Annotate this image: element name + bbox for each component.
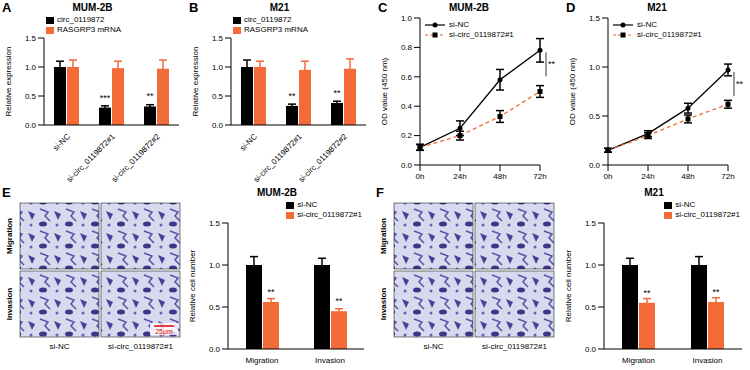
svg-text:si-circ_0119872#2: si-circ_0119872#2 xyxy=(297,132,350,185)
html-text:circ_0119872: circ_0119872 xyxy=(57,15,105,24)
svg-text:Invasion: Invasion xyxy=(379,288,388,321)
svg-text:1.0: 1.0 xyxy=(589,63,601,72)
svg-text:**: ** xyxy=(548,59,556,69)
svg-text:**: ** xyxy=(712,287,720,297)
html-text:D: D xyxy=(566,0,576,15)
svg-text:1.5: 1.5 xyxy=(212,34,224,43)
svg-text:1.0: 1.0 xyxy=(209,261,221,270)
svg-text:**: ** xyxy=(335,296,343,306)
svg-text:si-circ_0119872#1: si-circ_0119872#1 xyxy=(108,342,173,351)
svg-text:0.0: 0.0 xyxy=(25,121,37,130)
html-text:RASGRP3 mRNA: RASGRP3 mRNA xyxy=(244,25,308,34)
svg-text:1.0: 1.0 xyxy=(585,261,597,270)
html-text:MUM-2B: MUM-2B xyxy=(72,2,113,13)
svg-text:1.5: 1.5 xyxy=(209,219,221,228)
svg-text:**: ** xyxy=(333,88,341,98)
svg-text:**: ** xyxy=(736,79,744,89)
svg-text:si-NC: si-NC xyxy=(238,132,259,153)
svg-text:1.0: 1.0 xyxy=(25,63,37,72)
svg-text:0.5: 0.5 xyxy=(209,303,221,312)
svg-text:si-circ_0119872#1: si-circ_0119872#1 xyxy=(252,132,305,185)
svg-text:0.4: 0.4 xyxy=(401,102,413,111)
svg-text:si-circ_0119872#2: si-circ_0119872#2 xyxy=(110,132,163,185)
svg-text:**: ** xyxy=(267,287,275,297)
html-text:C: C xyxy=(378,0,388,15)
svg-text:Migration: Migration xyxy=(246,356,279,365)
svg-text:1.0: 1.0 xyxy=(212,63,224,72)
svg-text:si-NC: si-NC xyxy=(50,342,70,351)
svg-text:0.5: 0.5 xyxy=(589,112,601,121)
svg-text:0.5: 0.5 xyxy=(585,303,597,312)
svg-text:F: F xyxy=(376,185,384,200)
html-text:A: A xyxy=(2,0,12,15)
svg-text:0h: 0h xyxy=(416,172,425,181)
svg-text:si-NC: si-NC xyxy=(51,132,72,153)
svg-text:0.5: 0.5 xyxy=(212,92,224,101)
svg-text:Relative cell number: Relative cell number xyxy=(188,249,197,322)
svg-text:Migration: Migration xyxy=(5,218,14,254)
html-text:si-NC: si-NC xyxy=(637,20,657,29)
svg-text:0.5: 0.5 xyxy=(25,92,37,101)
svg-text:0.0: 0.0 xyxy=(585,345,597,354)
html-text:si-circ_0119872#1: si-circ_0119872#1 xyxy=(675,210,740,219)
html-text:si-NC: si-NC xyxy=(675,200,696,209)
svg-text:1.0: 1.0 xyxy=(401,14,413,23)
svg-text:Invasion: Invasion xyxy=(315,356,345,365)
svg-text:**: ** xyxy=(288,91,296,101)
svg-text:48h: 48h xyxy=(681,172,694,181)
svg-text:24h: 24h xyxy=(453,172,466,181)
svg-text:OD value (450 nm): OD value (450 nm) xyxy=(380,57,389,125)
html-text:circ_0119872: circ_0119872 xyxy=(244,15,292,24)
svg-text:Migration: Migration xyxy=(622,356,655,365)
html-text:RASGRP3 mRNA: RASGRP3 mRNA xyxy=(57,25,121,34)
svg-text:si-circ_0119872#1: si-circ_0119872#1 xyxy=(65,132,118,185)
svg-text:0.8: 0.8 xyxy=(401,43,413,52)
html-text:MUM-2B: MUM-2B xyxy=(449,2,489,13)
svg-text:25μm: 25μm xyxy=(155,328,173,336)
svg-text:Relative expression: Relative expression xyxy=(191,47,200,117)
html-text:si-NC: si-NC xyxy=(297,200,318,209)
svg-text:Relative cell number: Relative cell number xyxy=(564,249,573,322)
svg-text:48h: 48h xyxy=(493,172,506,181)
svg-text:24h: 24h xyxy=(641,172,654,181)
html-text:B: B xyxy=(189,0,199,15)
svg-text:72h: 72h xyxy=(533,172,546,181)
svg-text:0.0: 0.0 xyxy=(589,161,601,170)
html-text:si-circ_0119872#1: si-circ_0119872#1 xyxy=(449,30,514,39)
html-text:MUM-2B: MUM-2B xyxy=(257,187,297,198)
svg-text:**: ** xyxy=(643,288,651,298)
svg-text:**: ** xyxy=(146,91,154,101)
svg-text:si-circ_0119872#1: si-circ_0119872#1 xyxy=(482,342,547,351)
svg-text:0h: 0h xyxy=(604,172,613,181)
svg-text:0.0: 0.0 xyxy=(212,121,224,130)
svg-text:72h: 72h xyxy=(721,172,734,181)
svg-text:Invasion: Invasion xyxy=(5,288,14,321)
svg-text:***: *** xyxy=(100,93,111,103)
html-text:M21: M21 xyxy=(647,2,667,13)
html-text:si-NC: si-NC xyxy=(449,20,469,29)
svg-text:E: E xyxy=(2,185,11,200)
html-text:M21: M21 xyxy=(269,2,290,13)
svg-text:Invasion: Invasion xyxy=(693,356,723,365)
html-text:si-circ_0119872#1: si-circ_0119872#1 xyxy=(297,210,362,219)
svg-text:Relative expression: Relative expression xyxy=(4,47,13,117)
svg-text:1.5: 1.5 xyxy=(585,219,597,228)
svg-text:Migration: Migration xyxy=(379,218,388,254)
svg-text:1.5: 1.5 xyxy=(589,14,601,23)
svg-text:0.0: 0.0 xyxy=(401,161,413,170)
svg-text:0.0: 0.0 xyxy=(209,345,221,354)
svg-text:si-NC: si-NC xyxy=(424,342,444,351)
html-text:M21: M21 xyxy=(644,187,664,198)
svg-text:0.6: 0.6 xyxy=(401,73,413,82)
svg-text:1.5: 1.5 xyxy=(25,34,37,43)
svg-text:OD value (450 nm): OD value (450 nm) xyxy=(568,57,577,125)
html-text:si-circ_0119872#1: si-circ_0119872#1 xyxy=(637,30,702,39)
svg-text:0.2: 0.2 xyxy=(401,131,413,140)
